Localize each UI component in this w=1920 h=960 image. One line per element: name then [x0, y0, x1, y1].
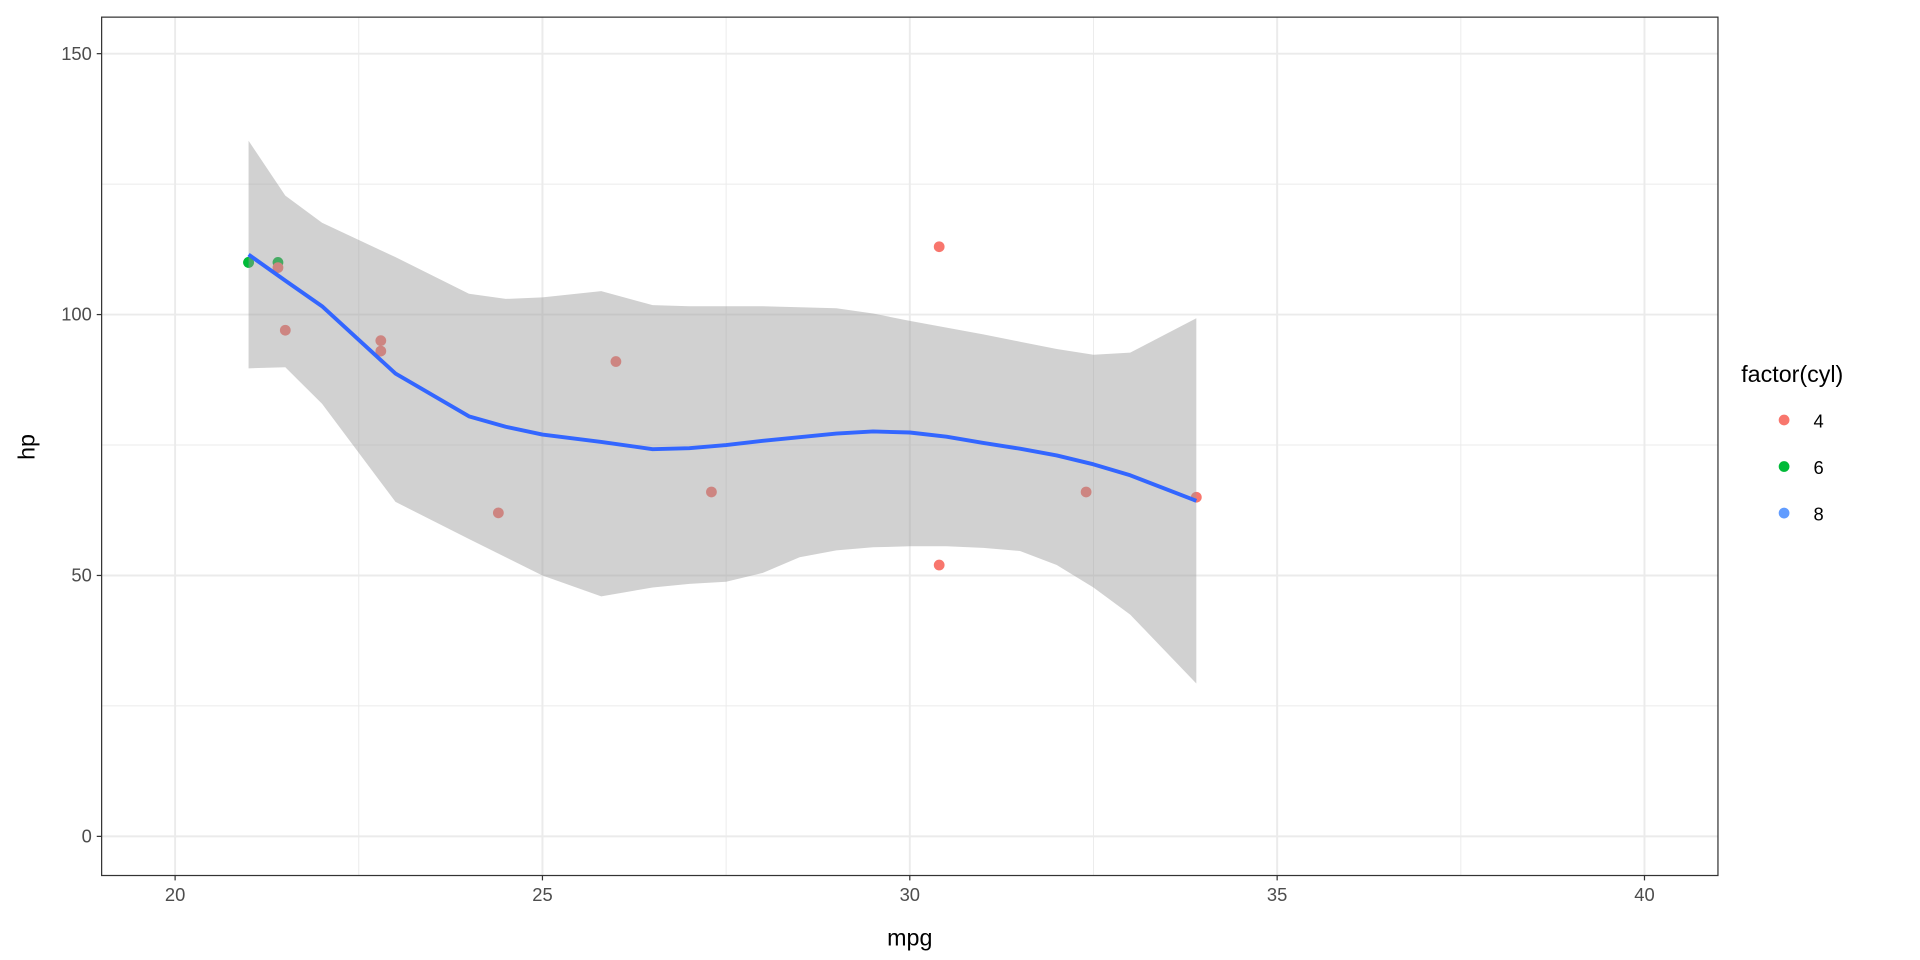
data-point	[375, 335, 387, 347]
data-point	[243, 257, 254, 268]
legend-key-8	[1778, 507, 1790, 519]
legend-key-4	[1778, 414, 1790, 426]
y-tick-label: 50	[71, 565, 91, 586]
smooth-line	[247, 252, 1198, 503]
legend-title: factor(cyl)	[1741, 361, 1843, 387]
y-tick-label: 0	[82, 825, 92, 846]
data-point	[272, 262, 284, 273]
x-axis-ticks: 20 25 30 35 40	[165, 875, 1655, 905]
x-tick-label: 35	[1267, 884, 1287, 905]
data-point	[492, 507, 504, 519]
y-axis-title: hp	[13, 434, 39, 460]
legend-label-4: 4	[1813, 410, 1823, 431]
legend: factor(cyl) 4 6 8	[1741, 361, 1843, 524]
confidence-ribbon	[248, 140, 1197, 684]
x-tick-label: 20	[165, 884, 185, 905]
data-point	[1080, 486, 1092, 498]
x-tick-label: 25	[532, 884, 552, 905]
x-axis-title: mpg	[887, 924, 932, 950]
data-point	[279, 324, 291, 336]
y-axis-ticks: 0 50 100 150	[61, 43, 102, 846]
x-tick-label: 40	[1634, 884, 1654, 905]
legend-label-6: 6	[1813, 457, 1823, 478]
data-point	[933, 559, 945, 571]
y-tick-label: 100	[61, 304, 92, 325]
legend-label-8: 8	[1813, 503, 1823, 524]
data-point	[375, 345, 387, 357]
y-tick-label: 150	[61, 43, 92, 64]
smooth-layer	[247, 140, 1198, 684]
data-point	[610, 356, 622, 367]
data-point	[933, 241, 945, 253]
grid	[101, 17, 1718, 876]
x-tick-label: 30	[900, 884, 920, 905]
legend-key-6	[1778, 461, 1790, 472]
data-point	[706, 486, 717, 498]
